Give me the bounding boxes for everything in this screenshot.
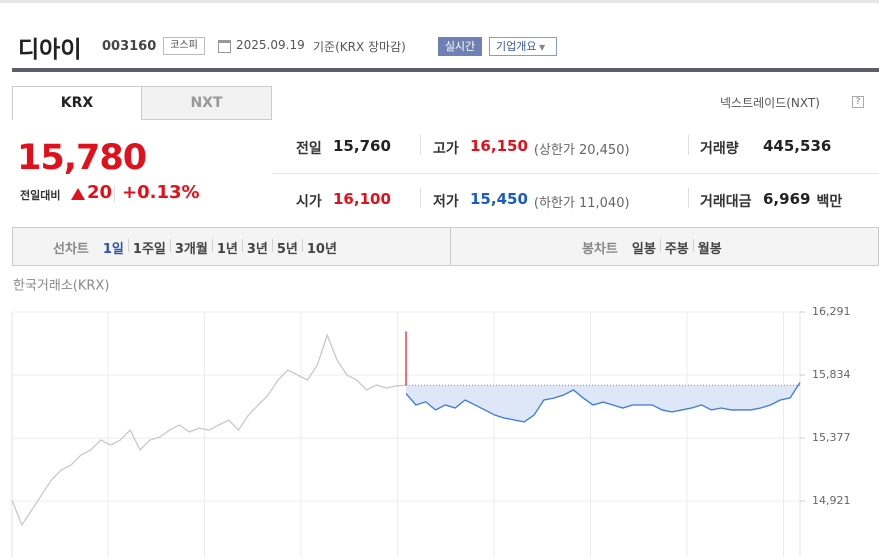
- col-divider: [420, 188, 421, 208]
- stat-value: 445,536: [763, 137, 832, 155]
- basis: 기준(KRX 장마감): [313, 40, 406, 54]
- y-tick-label: 15,377: [812, 431, 851, 444]
- stat-value: 16,150: [470, 137, 528, 155]
- price-line: [405, 382, 801, 423]
- col-divider: [688, 135, 689, 155]
- y-tick-label: 16,291: [812, 305, 851, 318]
- stats-divider: [272, 173, 879, 174]
- period-option[interactable]: 5년: [276, 242, 298, 257]
- calendar-icon: [218, 40, 231, 53]
- option-separator: [169, 239, 171, 252]
- stat-unit: 백만: [816, 194, 843, 210]
- tab-nxt[interactable]: NXT: [141, 86, 272, 120]
- option-separator: [211, 239, 213, 252]
- realtime-badge[interactable]: 실시간: [438, 37, 482, 56]
- chart: 한국거래소(KRX) 16,291 15,834 15,377 14,921: [11, 279, 851, 557]
- tab-krx[interactable]: KRX: [12, 86, 142, 120]
- current-price: 15,780: [17, 138, 147, 178]
- stat-value: 15,760: [333, 137, 391, 155]
- stat-limit: (상한가 20,450): [533, 143, 630, 158]
- y-tick-label: 14,921: [812, 494, 851, 507]
- change: 20: [87, 182, 113, 203]
- separator: [114, 186, 115, 202]
- stock-code: 003160: [102, 39, 157, 54]
- stat-value: 6,969: [763, 190, 811, 208]
- change-label: 전일대비: [20, 189, 61, 202]
- option-separator: [659, 239, 661, 252]
- chart-subtitle: 한국거래소(KRX): [13, 279, 109, 294]
- option-separator: [271, 239, 273, 252]
- area: [406, 382, 800, 422]
- stat-label: 시가: [296, 194, 322, 210]
- help-icon[interactable]: ?: [852, 96, 864, 108]
- header-rule: [12, 68, 879, 72]
- period-option[interactable]: 월봉: [697, 242, 722, 257]
- period-option[interactable]: 3년: [246, 242, 268, 257]
- option-separator: [301, 239, 303, 252]
- option-separator: [692, 239, 694, 252]
- option-separator: [241, 239, 243, 252]
- period-option[interactable]: 3개월: [174, 242, 208, 257]
- period-divider: [450, 228, 451, 265]
- col-divider: [420, 135, 421, 155]
- stat-label: 전일: [296, 141, 322, 157]
- change-rate: +0.13%: [122, 182, 200, 203]
- period-option[interactable]: 1년: [216, 242, 238, 257]
- nxt-link[interactable]: 넥스트레이드(NXT): [720, 96, 820, 110]
- chart-kind-label: 봉차트: [582, 242, 618, 257]
- stat-label: 거래대금: [700, 194, 752, 210]
- stat-limit: (하한가 11,040): [533, 196, 630, 211]
- overview-text: 기업개요: [496, 40, 537, 53]
- period-option[interactable]: 1주일: [132, 242, 166, 257]
- col-divider: [688, 188, 689, 208]
- period-bar: [12, 227, 879, 266]
- date: 2025.09.19: [236, 38, 305, 52]
- company-name: 디아이: [18, 37, 82, 63]
- market-badge: 코스피: [163, 37, 205, 55]
- option-separator: [127, 239, 129, 252]
- stat-value: 16,100: [333, 190, 391, 208]
- period-option[interactable]: 일봉: [631, 242, 656, 257]
- stat-label: 고가: [433, 141, 459, 157]
- chart-kind-label: 선차트: [53, 242, 89, 257]
- stat-value: 15,450: [470, 190, 528, 208]
- up-triangle: [71, 188, 85, 200]
- price-line: [11, 333, 407, 527]
- y-tick-label: 15,834: [812, 368, 851, 381]
- period-option[interactable]: 주봉: [664, 242, 689, 257]
- period-option[interactable]: 10년: [306, 242, 337, 257]
- stat-label: 저가: [433, 194, 459, 210]
- period-option[interactable]: 1일: [102, 242, 124, 257]
- top-edge: [0, 0, 879, 3]
- overview-button[interactable]: 기업개요 ▼: [489, 37, 557, 56]
- stat-label: 거래량: [700, 141, 739, 157]
